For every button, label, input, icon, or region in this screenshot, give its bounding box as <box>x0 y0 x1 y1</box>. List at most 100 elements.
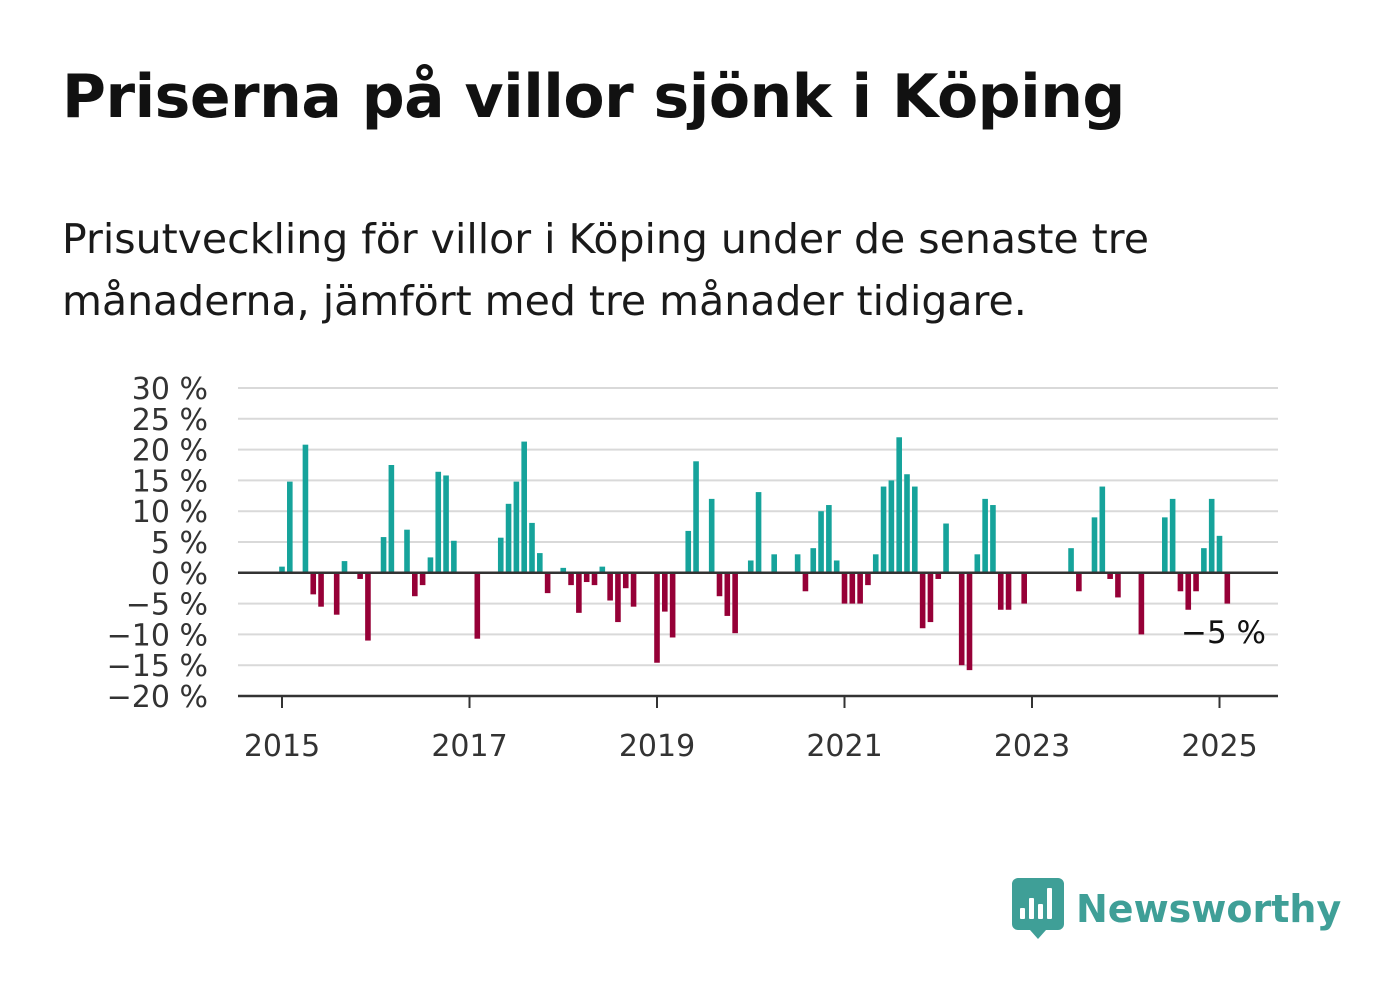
bar <box>630 572 637 607</box>
bar <box>997 572 1004 610</box>
newsworthy-logo: Newsworthy <box>1012 878 1341 940</box>
bar <box>849 572 856 604</box>
y-tick-label: 25 % <box>132 403 208 438</box>
x-axis-labels: 2015 2017 2019 2021 2023 2025 <box>244 696 1258 764</box>
bar <box>841 572 848 604</box>
y-tick-label: 15 % <box>132 464 208 499</box>
bar <box>341 561 348 573</box>
bar <box>419 572 426 586</box>
bar <box>591 572 598 586</box>
bar <box>904 474 910 573</box>
bar <box>497 537 504 573</box>
bar <box>818 511 824 573</box>
bar <box>794 554 801 573</box>
bar <box>388 465 395 573</box>
bar <box>669 572 676 638</box>
bar <box>544 572 551 594</box>
y-tick-label: −5 % <box>126 588 208 623</box>
bar-chart: 30 %25 %20 %15 %10 %5 %0 %−5 %−10 %−15 %… <box>107 372 1278 764</box>
bar <box>357 572 363 579</box>
bar <box>716 572 723 597</box>
bar <box>513 481 520 573</box>
bar <box>365 572 371 641</box>
bars <box>279 437 1231 671</box>
y-axis-labels: 30 %25 %20 %15 %10 %5 %0 %−5 %−10 %−15 %… <box>107 372 208 715</box>
bar <box>412 572 418 597</box>
bar <box>318 572 324 607</box>
bar <box>474 572 481 639</box>
bar <box>1115 572 1121 598</box>
bar <box>1169 498 1176 573</box>
bar <box>622 572 629 589</box>
bar <box>865 572 871 586</box>
page-title: Priserna på villor sjönk i Köping <box>62 62 1125 132</box>
bar <box>943 523 949 573</box>
x-tick-label: 2015 <box>244 729 320 764</box>
bar <box>654 572 660 663</box>
bar <box>958 572 965 666</box>
y-tick-label: 20 % <box>132 434 208 469</box>
bar-chart-speech-bubble-icon <box>1012 878 1064 939</box>
bar <box>857 572 863 604</box>
bar <box>451 540 457 573</box>
bar <box>279 566 285 573</box>
bar <box>287 481 293 573</box>
bar <box>404 529 410 573</box>
bar <box>537 553 543 573</box>
page-subtitle: Prisutveckling för villor i Köping under… <box>62 215 1149 325</box>
bar <box>505 503 512 573</box>
bar <box>1177 572 1184 592</box>
y-tick-label: −15 % <box>107 649 208 684</box>
last-value-annotation: −5 % <box>1181 615 1266 651</box>
bar <box>888 480 895 573</box>
bar <box>1068 548 1074 573</box>
bar <box>333 572 340 615</box>
bar <box>833 560 840 573</box>
y-tick-label: 10 % <box>132 495 208 530</box>
y-tick-label: 30 % <box>132 372 208 407</box>
bar <box>568 572 574 586</box>
bar <box>927 572 934 623</box>
bar <box>435 471 442 573</box>
bar <box>685 530 692 573</box>
bar <box>1076 572 1082 592</box>
x-tick-label: 2023 <box>994 729 1070 764</box>
bar <box>724 572 731 616</box>
bar <box>771 554 777 573</box>
bar <box>693 461 699 573</box>
bar <box>755 492 762 573</box>
bar <box>1138 572 1145 635</box>
bar <box>802 572 809 592</box>
bar <box>708 498 715 573</box>
bar <box>427 557 434 573</box>
bar <box>912 486 918 573</box>
bar <box>521 441 527 573</box>
y-tick-label: 5 % <box>151 526 208 561</box>
bar <box>919 572 926 629</box>
bar <box>810 548 817 573</box>
bar <box>826 505 832 573</box>
bar <box>1185 572 1192 610</box>
axes <box>238 571 1278 698</box>
bar <box>935 572 942 579</box>
bar <box>529 522 535 573</box>
bar <box>990 505 996 573</box>
bar <box>607 572 613 601</box>
bar <box>982 498 988 573</box>
bar <box>872 554 879 573</box>
bar <box>1107 572 1113 579</box>
bar <box>1099 486 1106 573</box>
bar <box>1162 517 1168 573</box>
bar <box>1091 517 1098 573</box>
x-tick-label: 2017 <box>431 729 507 764</box>
bar <box>1193 572 1199 592</box>
bar <box>747 560 754 573</box>
bar <box>1005 572 1012 610</box>
bar <box>732 572 738 634</box>
bar <box>443 475 449 573</box>
x-tick-label: 2019 <box>619 729 695 764</box>
bar <box>380 537 387 573</box>
x-tick-label: 2021 <box>806 729 882 764</box>
bar <box>896 437 902 573</box>
bar <box>599 566 606 573</box>
